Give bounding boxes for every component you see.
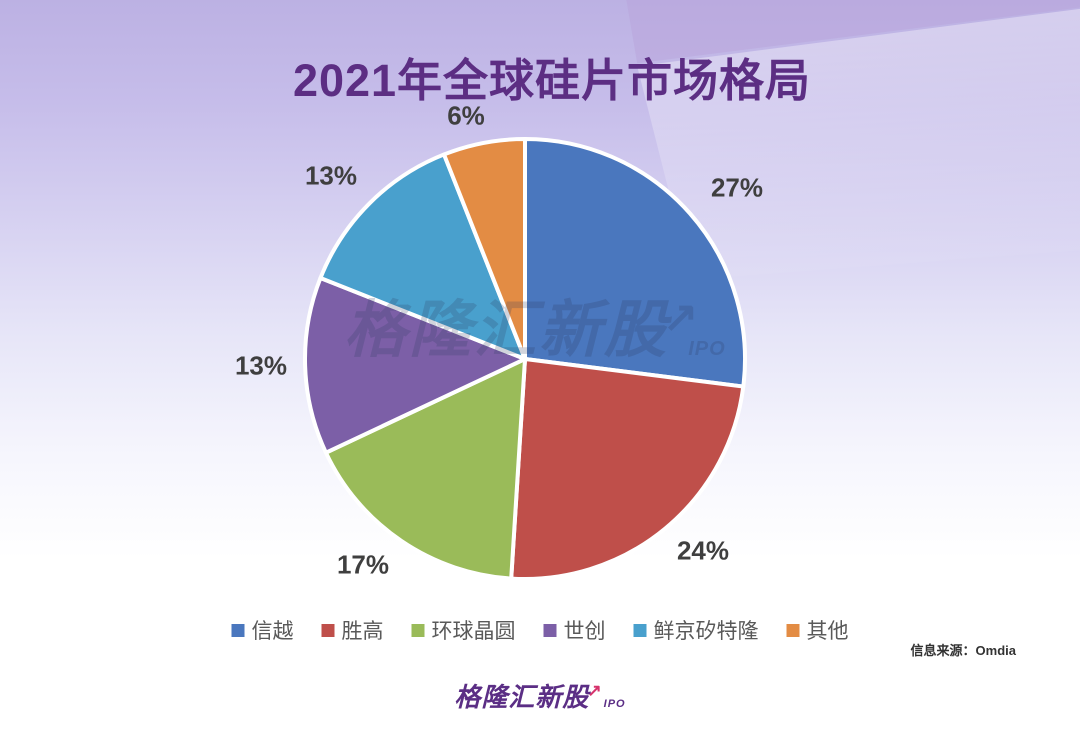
pie-chart — [303, 137, 747, 581]
legend-label: 鲜京矽特隆 — [653, 620, 759, 643]
legend-marker — [543, 623, 557, 637]
legend-item-2: 环球晶圆 — [411, 615, 516, 645]
page-title: 2021年全球硅片市场格局 — [292, 55, 812, 107]
pie-percent-label: 27% — [710, 172, 764, 203]
legend-marker — [633, 623, 647, 637]
footer-logo-text: 格隆汇新股 — [454, 682, 590, 712]
legend-label: 胜高 — [341, 620, 384, 643]
pie-slice-3 — [303, 276, 527, 455]
pie-slice-0 — [523, 137, 747, 389]
pie-percent-label: 17% — [336, 549, 390, 580]
legend-marker — [786, 623, 800, 637]
pie-percent-label: 6% — [447, 100, 485, 131]
legend-item-0: 信越 — [231, 615, 294, 645]
legend-marker — [231, 623, 245, 637]
pie-percent-label: 24% — [676, 535, 730, 566]
pie-slice-4 — [318, 152, 527, 361]
legend-item-3: 世创 — [543, 615, 606, 645]
legend-marker — [411, 623, 425, 637]
pie-slice-2 — [323, 357, 527, 581]
legend-label: 其他 — [806, 620, 849, 643]
legend-item-1: 胜高 — [321, 615, 384, 645]
legend-item-4: 鲜京矽特隆 — [633, 615, 759, 645]
legend-item-5: 其他 — [786, 615, 849, 645]
legend-label: 信越 — [251, 620, 294, 643]
legend-marker — [321, 623, 335, 637]
legend-label: 世创 — [563, 620, 606, 643]
legend: 信越 胜高 环球晶圆 世创 鲜京矽特隆 其他 — [231, 615, 849, 645]
footer-logo: 格隆汇新股 ↗ IPO — [454, 681, 626, 712]
pie-slice-1 — [509, 357, 746, 581]
footer-logo-arrow-icon: ↗ — [587, 681, 602, 700]
pie-percent-label: 13% — [304, 160, 358, 191]
legend-label: 环球晶圆 — [431, 620, 516, 643]
pie-percent-label: 13% — [234, 350, 288, 381]
source-note: 信息来源：Omdia — [910, 643, 1016, 658]
pie-slice-5 — [442, 137, 527, 361]
footer-logo-subtext: IPO — [603, 698, 626, 710]
